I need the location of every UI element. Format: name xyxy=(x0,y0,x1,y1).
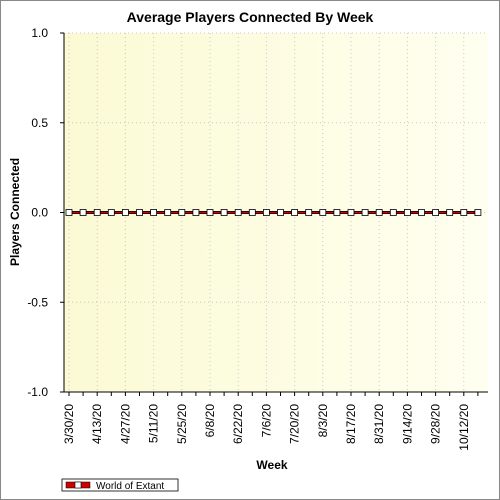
data-point xyxy=(375,209,383,216)
y-tick-label: 0.0 xyxy=(31,206,48,220)
x-axis-ticks: 3/30/20 4/13/20 4/27/20 5/11/20 5/25/20 6/8/2… xyxy=(62,392,479,451)
data-point xyxy=(206,209,214,216)
x-tick-label: 3/30/20 xyxy=(62,404,76,444)
y-tick-label: 1.0 xyxy=(31,26,48,40)
x-axis-title: Week xyxy=(256,458,287,472)
data-point xyxy=(136,209,143,216)
data-point xyxy=(432,209,440,216)
data-point xyxy=(234,209,242,216)
data-point xyxy=(389,209,397,216)
x-tick-label: 8/17/20 xyxy=(344,404,358,444)
legend-marker xyxy=(74,481,82,489)
data-point xyxy=(319,209,327,216)
x-tick-label: 8/31/20 xyxy=(372,404,386,444)
data-point xyxy=(107,209,115,216)
data-point xyxy=(65,209,73,216)
data-point xyxy=(277,209,284,216)
x-tick-label: 8/3/20 xyxy=(316,404,330,438)
chart-title: Average Players Connected By Week xyxy=(127,9,374,25)
x-tick-label: 5/25/20 xyxy=(175,404,189,444)
data-point xyxy=(248,209,256,216)
data-point xyxy=(403,209,411,216)
data-point xyxy=(79,209,87,216)
x-tick-label: 9/28/20 xyxy=(429,404,443,444)
data-point xyxy=(474,209,482,216)
x-tick-label: 10/12/20 xyxy=(457,404,471,451)
x-tick-label: 5/11/20 xyxy=(147,404,161,443)
x-tick-label: 6/8/20 xyxy=(203,404,217,438)
data-point xyxy=(220,209,228,216)
data-point xyxy=(305,209,313,216)
data-point xyxy=(122,209,129,216)
x-tick-label: 7/20/20 xyxy=(288,404,302,444)
y-axis-title: Players Connected xyxy=(8,158,22,266)
data-point xyxy=(262,209,270,216)
x-tick-label: 6/22/20 xyxy=(231,404,245,444)
legend-label: World of Extant xyxy=(96,481,164,492)
data-point xyxy=(192,209,200,216)
data-point xyxy=(150,209,158,216)
y-axis-ticks: 1.0 0.5 0.0 -0.5 -1.0 xyxy=(27,26,64,399)
data-point xyxy=(93,209,101,216)
data-point xyxy=(178,209,186,216)
data-point xyxy=(164,209,172,216)
data-point xyxy=(361,209,369,216)
data-point xyxy=(446,209,454,216)
legend: World of Extant xyxy=(61,478,179,492)
data-point xyxy=(460,209,468,216)
x-tick-label: 4/13/20 xyxy=(90,404,104,444)
data-point xyxy=(347,209,355,216)
legend-box xyxy=(61,478,179,492)
data-point xyxy=(418,209,425,216)
series-world-of-extant xyxy=(65,209,482,216)
data-point xyxy=(333,209,341,216)
y-tick-label: -0.5 xyxy=(27,295,48,309)
data-point xyxy=(291,209,299,216)
x-tick-label: 4/27/20 xyxy=(118,404,132,444)
x-tick-label: 7/6/20 xyxy=(259,404,273,438)
x-tick-label: 9/14/20 xyxy=(400,404,414,444)
y-tick-label: -1.0 xyxy=(27,385,48,399)
y-tick-label: 0.5 xyxy=(31,116,48,130)
